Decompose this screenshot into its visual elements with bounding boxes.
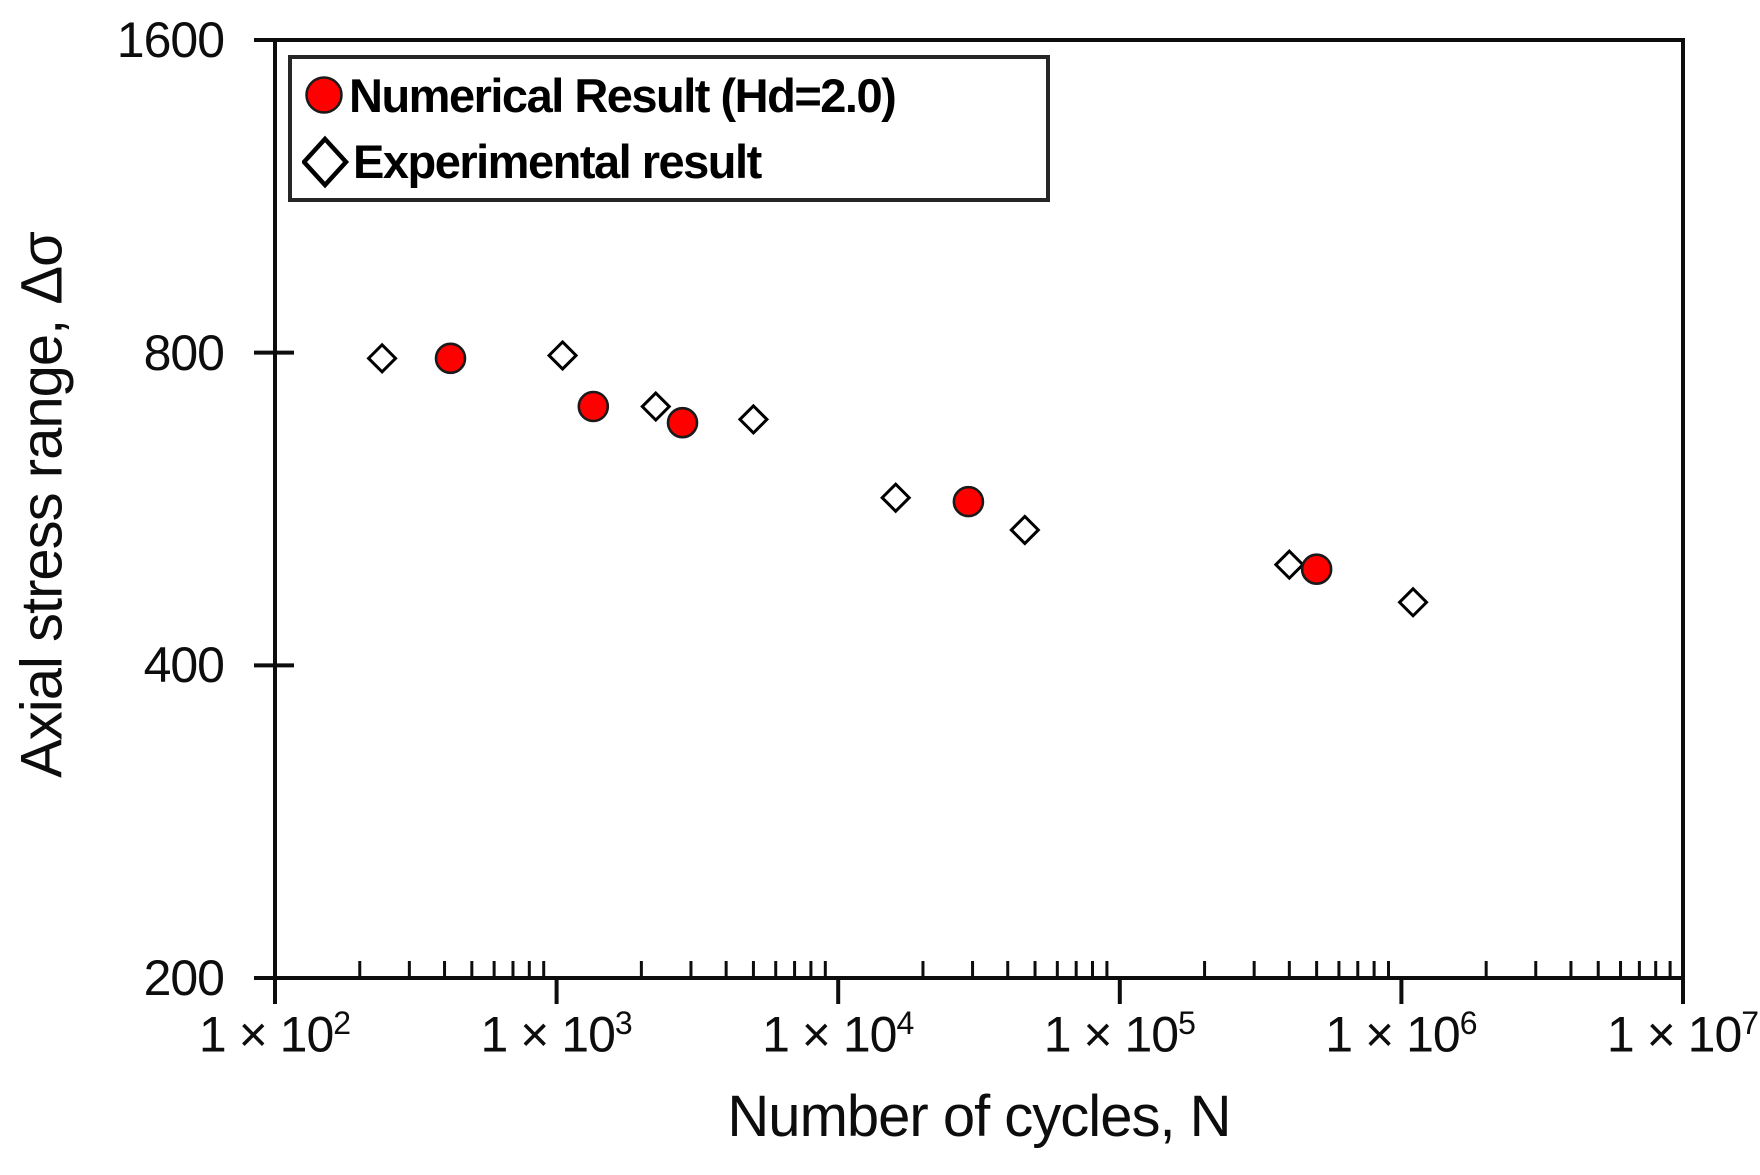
data-point-circle-numerical bbox=[577, 390, 610, 423]
data-point-diamond-experimental bbox=[1273, 549, 1305, 581]
x-tick-label: 1 × 105 bbox=[1043, 1005, 1196, 1063]
y-tick-label: 1600 bbox=[116, 12, 225, 68]
x-tick-label: 1 × 107 bbox=[1606, 1005, 1760, 1063]
x-tick-label: 1 × 106 bbox=[1325, 1005, 1478, 1063]
y-axis-title: Axial stress range, Δσ bbox=[9, 232, 75, 778]
data-point-diamond-experimental bbox=[546, 339, 579, 372]
y-tick-label: 200 bbox=[143, 950, 225, 1006]
data-point-diamond-experimental bbox=[640, 390, 672, 423]
x-axis-title: Number of cycles, N bbox=[727, 1084, 1231, 1149]
data-point-circle-numerical bbox=[1300, 553, 1333, 586]
data-point-circle-numerical bbox=[666, 406, 699, 439]
y-tick-label: 400 bbox=[143, 637, 225, 694]
legend-item-numerical: Numerical Result (Hd=2.0) bbox=[302, 63, 1046, 127]
data-point-diamond-experimental bbox=[1397, 586, 1429, 618]
legend: Numerical Result (Hd=2.0) Experimental r… bbox=[288, 55, 1050, 202]
data-point-diamond-experimental bbox=[880, 482, 912, 514]
legend-label-experimental: Experimental result bbox=[353, 135, 762, 189]
x-tick-label: 1 × 103 bbox=[480, 1005, 633, 1063]
open-diamond-marker-icon bbox=[302, 135, 350, 188]
data-point-diamond-experimental bbox=[1009, 514, 1041, 546]
red-circle-marker-icon bbox=[305, 76, 343, 115]
data-point-diamond-experimental bbox=[366, 342, 398, 374]
data-point-diamond-experimental bbox=[737, 403, 770, 436]
y-tick-label: 800 bbox=[143, 324, 225, 381]
x-tick-label: 1 × 104 bbox=[762, 1005, 915, 1063]
legend-label-numerical: Numerical Result (Hd=2.0) bbox=[349, 68, 897, 122]
x-tick-label: 1 × 102 bbox=[198, 1005, 352, 1063]
data-point-circle-numerical bbox=[434, 342, 467, 375]
data-point-circle-numerical bbox=[952, 485, 985, 518]
legend-item-experimental: Experimental result bbox=[302, 130, 1046, 194]
